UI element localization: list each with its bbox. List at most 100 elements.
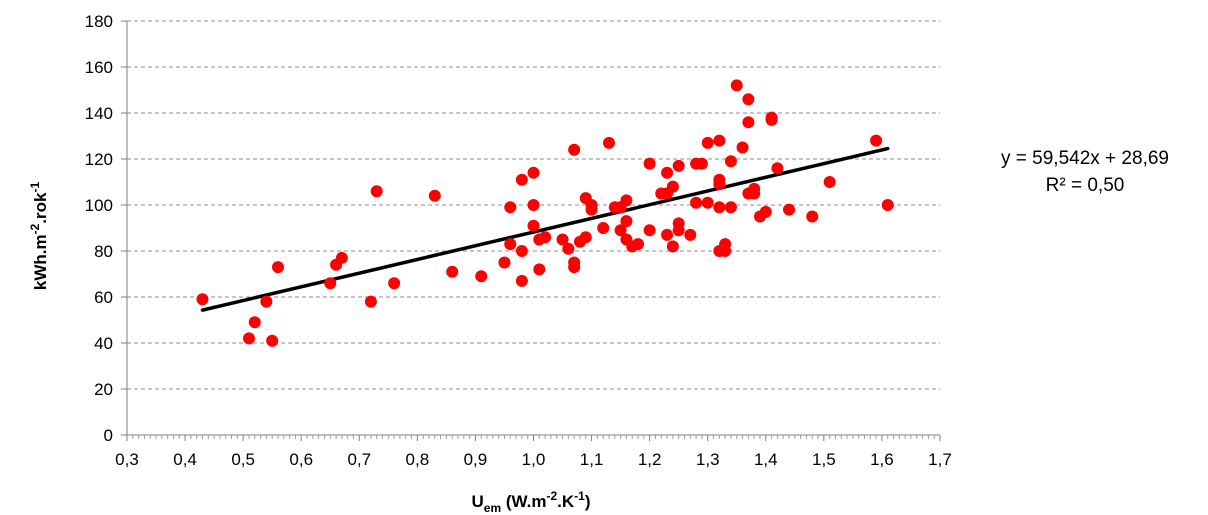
x-tick-label: 1,6: [870, 450, 894, 469]
data-point: [388, 277, 401, 290]
data-point: [719, 245, 732, 257]
data-point: [713, 178, 726, 191]
data-point: [242, 332, 255, 345]
data-point: [881, 199, 894, 211]
data-point: [562, 242, 575, 255]
data-point: [539, 231, 552, 244]
data-point: [585, 203, 598, 216]
y-axis-title: kWh.m-2.rok-1: [28, 182, 50, 291]
data-point: [771, 162, 784, 175]
data-point: [568, 143, 581, 156]
y-tick-label: 100: [85, 196, 113, 215]
data-point: [661, 228, 674, 241]
data-point: [335, 251, 348, 264]
data-points: [196, 79, 894, 347]
data-point: [701, 196, 714, 209]
x-tick-label: 1,0: [522, 450, 546, 469]
data-point: [748, 187, 761, 200]
data-point: [266, 334, 279, 347]
data-point: [527, 219, 540, 232]
y-tick-label: 0: [104, 426, 113, 445]
data-point: [475, 270, 488, 283]
x-tick-label: 1,5: [812, 450, 836, 469]
trendline: [200, 146, 890, 312]
data-point: [742, 93, 755, 106]
x-tick-label: 0,3: [115, 450, 139, 469]
data-point: [620, 215, 633, 228]
data-point: [370, 185, 383, 198]
data-point: [823, 176, 836, 188]
data-point: [742, 116, 755, 129]
data-point: [765, 113, 778, 126]
x-tick-label: 1,1: [580, 450, 604, 469]
data-point: [736, 141, 749, 154]
data-point: [515, 274, 528, 287]
data-point: [661, 166, 674, 179]
data-point: [498, 256, 511, 269]
x-tick-label: 1,3: [696, 450, 720, 469]
data-point: [533, 263, 546, 276]
data-point: [515, 245, 528, 257]
data-point: [324, 277, 337, 290]
y-tick-label: 20: [94, 380, 113, 399]
data-point: [724, 201, 737, 214]
data-point: [643, 224, 656, 237]
x-tick-label: 0,9: [464, 450, 488, 469]
y-axis-ticks: 0 20 40 60 80 100 120 140 160 180: [85, 12, 127, 445]
data-point: [672, 159, 685, 172]
data-point: [759, 205, 772, 218]
data-point: [527, 166, 540, 179]
data-point: [579, 231, 592, 244]
data-point: [597, 222, 610, 234]
x-tick-label: 0,8: [406, 450, 430, 469]
data-point: [690, 196, 703, 209]
x-tick-label: 0,7: [347, 450, 371, 469]
x-tick-label: 0,4: [173, 450, 197, 469]
y-tick-label: 160: [85, 58, 113, 77]
data-point: [556, 233, 569, 246]
data-point: [504, 238, 517, 251]
data-point: [602, 136, 615, 149]
trendline-line: [200, 146, 890, 312]
x-tick-label: 1,4: [754, 450, 778, 469]
y-tick-label: 40: [94, 334, 113, 353]
data-point: [260, 295, 273, 308]
y-tick-label: 80: [94, 242, 113, 261]
data-point: [713, 201, 726, 214]
data-point: [364, 295, 377, 308]
data-point: [695, 157, 708, 170]
x-axis-ticks: 0,3 0,4 0,5 0,6 0,7 0,8 0,9 1,0 1,1 1,2 1,3 1,4 1,5 1…: [115, 435, 952, 469]
y-tick-label: 120: [85, 150, 113, 169]
data-point: [666, 240, 679, 253]
data-point: [632, 238, 645, 251]
data-point: [730, 79, 743, 92]
data-point: [196, 293, 209, 306]
data-point: [643, 157, 656, 170]
data-point: [620, 194, 633, 207]
x-tick-label: 1,2: [638, 450, 662, 469]
data-point: [713, 134, 726, 147]
data-point: [271, 261, 284, 274]
trendline-r-squared: R² = 0,50: [1046, 175, 1125, 196]
data-point: [428, 189, 441, 202]
y-tick-label: 140: [85, 104, 113, 123]
data-point: [701, 136, 714, 149]
x-axis-title: Uem (W.m-2.K-1): [472, 489, 591, 515]
data-point: [527, 199, 540, 211]
y-tick-label: 60: [94, 288, 113, 307]
trendline-equation: y = 59,542x + 28,69: [1001, 148, 1169, 169]
data-point: [870, 134, 883, 147]
data-point: [446, 265, 459, 278]
data-point: [248, 316, 261, 329]
x-tick-label: 0,6: [289, 450, 313, 469]
data-point: [724, 155, 737, 168]
y-tick-label: 180: [85, 12, 113, 31]
x-tick-label: 1,7: [928, 450, 952, 469]
data-point: [568, 261, 581, 274]
data-point: [666, 180, 679, 193]
data-point: [806, 210, 819, 223]
data-point: [672, 224, 685, 237]
x-tick-label: 0,5: [231, 450, 255, 469]
data-point: [614, 224, 627, 237]
